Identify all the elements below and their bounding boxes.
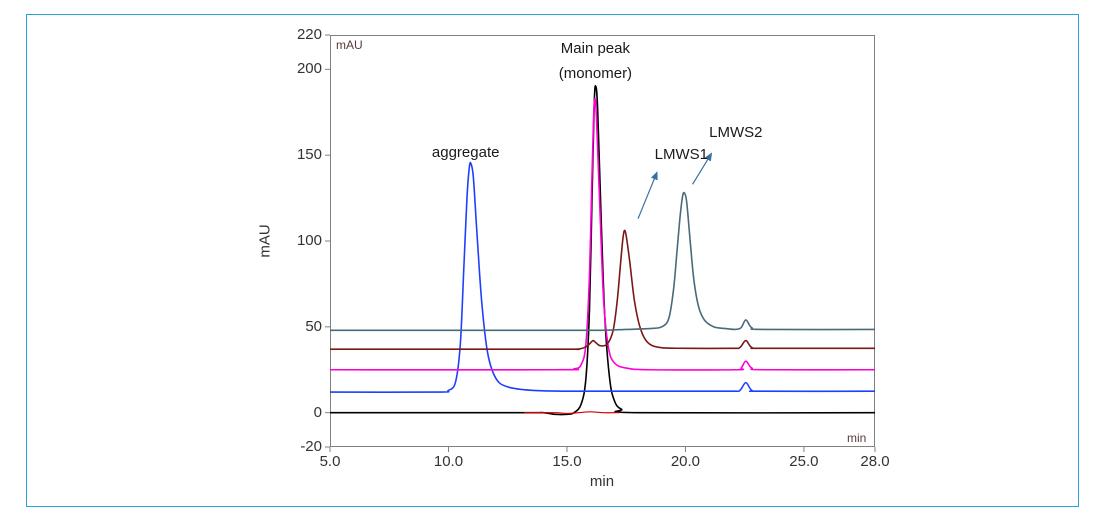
x-axis-label: min: [590, 473, 614, 490]
x-unit-label: min: [847, 431, 866, 445]
xtick-label: 28.0: [860, 453, 889, 470]
y-unit-label: mAU: [336, 38, 363, 52]
ytick-label: 220: [297, 26, 322, 43]
xtick-label: 5.0: [320, 453, 341, 470]
chart-svg: [255, 25, 882, 495]
ytick-label: 0: [314, 404, 322, 421]
annotation-main2: (monomer): [559, 65, 632, 82]
outer-frame: mAU min mAU min -200501001502002205.010.…: [26, 14, 1079, 507]
y-axis-label: mAU: [257, 224, 274, 257]
annotation-arrow: [638, 172, 657, 218]
xtick-label: 10.0: [434, 453, 463, 470]
series-black-monomer: [330, 86, 875, 415]
annotation-lmws2: LMWS2: [709, 124, 762, 141]
xtick-label: 20.0: [671, 453, 700, 470]
xtick-label: 15.0: [552, 453, 581, 470]
ytick-label: 150: [297, 146, 322, 163]
annotation-main1: Main peak: [561, 40, 630, 57]
ytick-label: 200: [297, 60, 322, 77]
ytick-label: 50: [305, 318, 322, 335]
chromatogram-chart: mAU min mAU min -200501001502002205.010.…: [255, 25, 882, 495]
annotation-aggregate: aggregate: [432, 144, 500, 161]
ytick-label: 100: [297, 232, 322, 249]
xtick-label: 25.0: [789, 453, 818, 470]
annotation-lmws1: LMWS1: [655, 146, 708, 163]
